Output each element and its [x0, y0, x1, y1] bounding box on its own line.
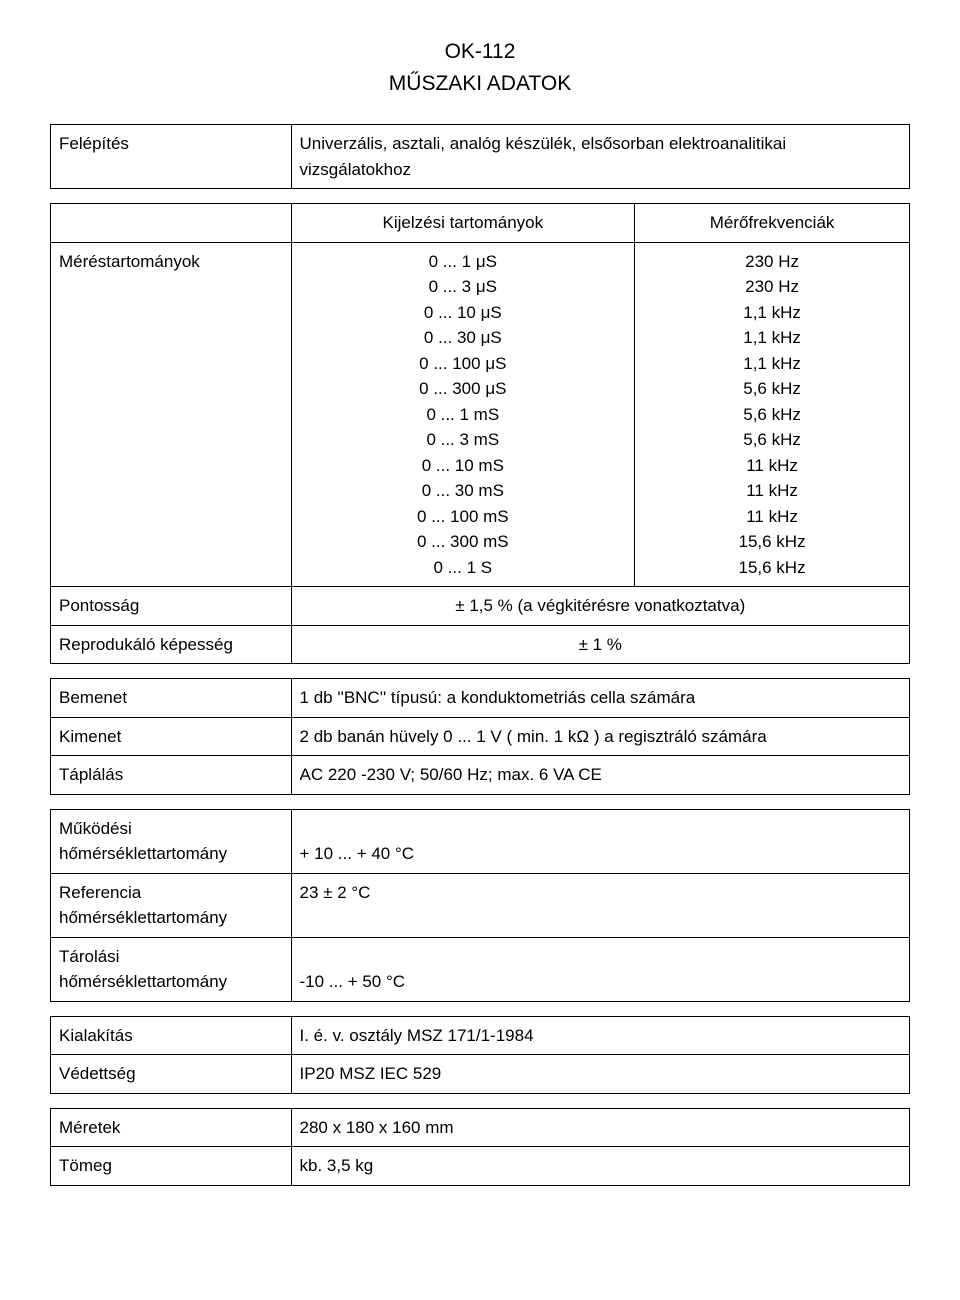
- value-kimenet: 2 db banán hüvely 0 ... 1 V ( min. 1 kΩ …: [291, 717, 909, 756]
- label-tomeg: Tömeg: [51, 1147, 292, 1186]
- table-dimensions: Méretek 280 x 180 x 160 mm Tömeg kb. 3,5…: [50, 1108, 910, 1186]
- page-header: OK-112 MŰSZAKI ADATOK: [50, 40, 910, 96]
- ranges-list: 0 ... 1 μS0 ... 3 μS0 ... 10 μS0 ... 30 …: [291, 242, 635, 587]
- value-taplalas: AC 220 -230 V; 50/60 Hz; max. 6 VA CE: [291, 756, 909, 795]
- label-referencia: Referencia hőmérséklettartomány: [51, 873, 292, 937]
- value-tomeg: kb. 3,5 kg: [291, 1147, 909, 1186]
- header-ranges: Kijelzési tartományok: [291, 204, 635, 243]
- header-freqs: Mérőfrekvenciák: [635, 204, 910, 243]
- table-felepites: Felépítés Univerzális, asztali, analóg k…: [50, 124, 910, 189]
- page-title: MŰSZAKI ADATOK: [50, 72, 910, 96]
- value-referencia: 23 ± 2 °C: [291, 873, 909, 937]
- value-mukodesi: + 10 ... + 40 °C: [291, 809, 909, 873]
- value-tarolasi: -10 ... + 50 °C: [291, 937, 909, 1001]
- table-ranges: Kijelzési tartományok Mérőfrekvenciák Mé…: [50, 203, 910, 664]
- value-felepites: Univerzális, asztali, analóg készülék, e…: [291, 125, 909, 189]
- value-bemenet: 1 db ''BNC'' típusú: a konduktometriás c…: [291, 679, 909, 718]
- product-code: OK-112: [50, 40, 910, 64]
- label-taplalas: Táplálás: [51, 756, 292, 795]
- label-kimenet: Kimenet: [51, 717, 292, 756]
- value-meretek: 280 x 180 x 160 mm: [291, 1108, 909, 1147]
- value-vedettseg: IP20 MSZ IEC 529: [291, 1055, 909, 1094]
- label-kialakitas: Kialakítás: [51, 1016, 292, 1055]
- value-pontossag: ± 1,5 % (a végkitérésre vonatkoztatva): [291, 587, 909, 626]
- label-vedettseg: Védettség: [51, 1055, 292, 1094]
- label-mukodesi: Működési hőmérséklettartomány: [51, 809, 292, 873]
- table-temperature: Működési hőmérséklettartomány + 10 ... +…: [50, 809, 910, 1002]
- label-pontossag: Pontosság: [51, 587, 292, 626]
- empty-cell: [51, 204, 292, 243]
- value-kialakitas: I. é. v. osztály MSZ 171/1-1984: [291, 1016, 909, 1055]
- label-meretek: Méretek: [51, 1108, 292, 1147]
- label-bemenet: Bemenet: [51, 679, 292, 718]
- label-reprod: Reprodukáló képesség: [51, 625, 292, 664]
- freqs-list: 230 Hz230 Hz1,1 kHz1,1 kHz1,1 kHz5,6 kHz…: [635, 242, 910, 587]
- value-reprod: ± 1 %: [291, 625, 909, 664]
- table-class: Kialakítás I. é. v. osztály MSZ 171/1-19…: [50, 1016, 910, 1094]
- table-io: Bemenet 1 db ''BNC'' típusú: a konduktom…: [50, 678, 910, 795]
- label-merestart: Méréstartományok: [51, 242, 292, 587]
- label-tarolasi: Tárolási hőmérséklettartomány: [51, 937, 292, 1001]
- label-felepites: Felépítés: [51, 125, 292, 189]
